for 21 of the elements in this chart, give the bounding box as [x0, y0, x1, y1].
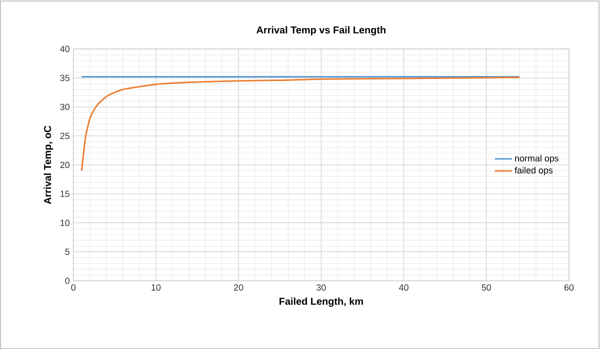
y-tick-label: 30: [60, 104, 70, 110]
y-tick-label: 40: [60, 46, 70, 52]
y-tick-label: 10: [60, 220, 70, 226]
x-tick-label: 20: [234, 284, 244, 291]
x-tick-label: 60: [564, 284, 574, 291]
y-tick-label: 15: [60, 190, 70, 197]
legend-label: failed ops: [514, 166, 553, 176]
chart-title: Arrival Temp vs Fail Length: [256, 26, 386, 36]
y-tick-label: 5: [65, 248, 70, 255]
x-tick-label: 40: [399, 284, 408, 291]
x-axis-title: Failed Length, km: [280, 297, 363, 307]
legend-label: normal ops: [515, 154, 559, 164]
y-tick-label: 20: [60, 162, 70, 168]
y-tick-label: 0: [65, 278, 70, 284]
x-tick-label: 50: [482, 284, 492, 291]
x-tick-label: 0: [71, 284, 76, 291]
y-axis-title: Arrival Temp, oC: [44, 126, 54, 204]
x-tick-label: 30: [316, 284, 326, 291]
y-tick-label: 35: [60, 74, 70, 82]
x-tick-label: 10: [152, 284, 161, 291]
y-tick-label: 25: [60, 132, 70, 140]
